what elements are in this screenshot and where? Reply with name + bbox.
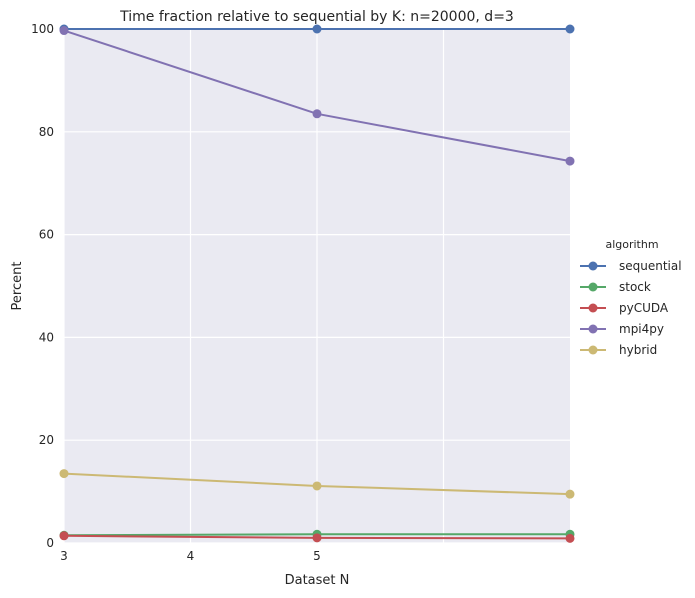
legend-item-mpi4py: mpi4py [580, 322, 664, 336]
y-tick-label: 80 [39, 125, 54, 139]
y-tick-labels: 0 20 40 60 80 100 [31, 22, 54, 550]
series-hybrid [59, 469, 575, 499]
series-layer [59, 24, 575, 543]
legend-item-pyCUDA: pyCUDA [580, 301, 669, 315]
data-point [565, 156, 575, 166]
x-tick-label: 3 [60, 549, 68, 563]
y-tick-label: 40 [39, 330, 54, 344]
legend-title: algorithm [605, 238, 658, 251]
series-pyCUDA [59, 531, 575, 543]
data-point [59, 531, 69, 541]
legend-label: mpi4py [619, 322, 664, 336]
x-tick-label: 4 [187, 549, 195, 563]
legend-item-stock: stock [580, 280, 651, 294]
x-axis-title: Dataset N [285, 573, 350, 588]
legend-item-sequential: sequential [580, 259, 682, 273]
y-tick-label: 100 [31, 22, 54, 36]
legend-label: sequential [619, 259, 682, 273]
data-point [565, 533, 575, 543]
legend: algorithm sequential stock pyCUDA mpi4py hyb… [580, 238, 682, 357]
data-point [59, 26, 69, 36]
data-point [312, 24, 322, 34]
data-point [565, 489, 575, 499]
legend-marker [588, 303, 598, 313]
series-mpi4py [59, 26, 575, 166]
data-point [565, 24, 575, 34]
legend-marker [588, 345, 598, 355]
legend-marker [588, 282, 598, 292]
x-tick-label: 5 [313, 549, 321, 563]
y-tick-label: 60 [39, 228, 54, 242]
y-tick-label: 20 [39, 433, 54, 447]
data-point [312, 481, 322, 491]
x-tick-labels: 3 4 5 [60, 549, 321, 563]
y-axis-title: Percent [10, 262, 25, 311]
legend-item-hybrid: hybrid [580, 343, 657, 357]
legend-marker [588, 324, 598, 334]
legend-label: pyCUDA [619, 301, 669, 315]
legend-marker [588, 261, 598, 271]
y-tick-label: 0 [46, 536, 54, 550]
data-point [59, 469, 69, 479]
data-point [312, 533, 322, 543]
legend-label: hybrid [619, 343, 657, 357]
data-point [312, 109, 322, 119]
chart-title: Time fraction relative to sequential by … [119, 9, 514, 25]
legend-label: stock [619, 280, 651, 294]
